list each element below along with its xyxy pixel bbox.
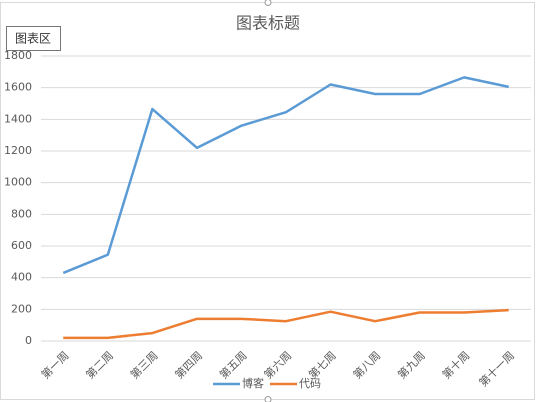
resize-handle[interactable] bbox=[264, 0, 272, 6]
y-tick-label: 600 bbox=[11, 239, 32, 252]
y-tick-label: 1600 bbox=[4, 81, 32, 94]
series-line bbox=[62, 76, 509, 275]
legend-label: 博客 bbox=[242, 376, 264, 390]
y-tick-label: 400 bbox=[11, 271, 32, 284]
chart-title: 图表标题 bbox=[236, 14, 300, 33]
y-tick-label: 0 bbox=[25, 334, 32, 347]
y-tick-label: 1400 bbox=[4, 112, 32, 125]
tooltip: 图表区 bbox=[15, 32, 51, 46]
y-tick-label: 800 bbox=[11, 207, 32, 220]
y-tick-label: 1200 bbox=[4, 144, 32, 157]
tooltip-box bbox=[6, 26, 61, 51]
y-tick-label: 1800 bbox=[4, 49, 32, 62]
series-line bbox=[63, 308, 509, 340]
resize-handle[interactable] bbox=[264, 396, 272, 402]
y-tick-label: 200 bbox=[11, 302, 32, 315]
legend-label: 代码 bbox=[299, 377, 321, 390]
y-tick-label: 1000 bbox=[4, 176, 32, 189]
